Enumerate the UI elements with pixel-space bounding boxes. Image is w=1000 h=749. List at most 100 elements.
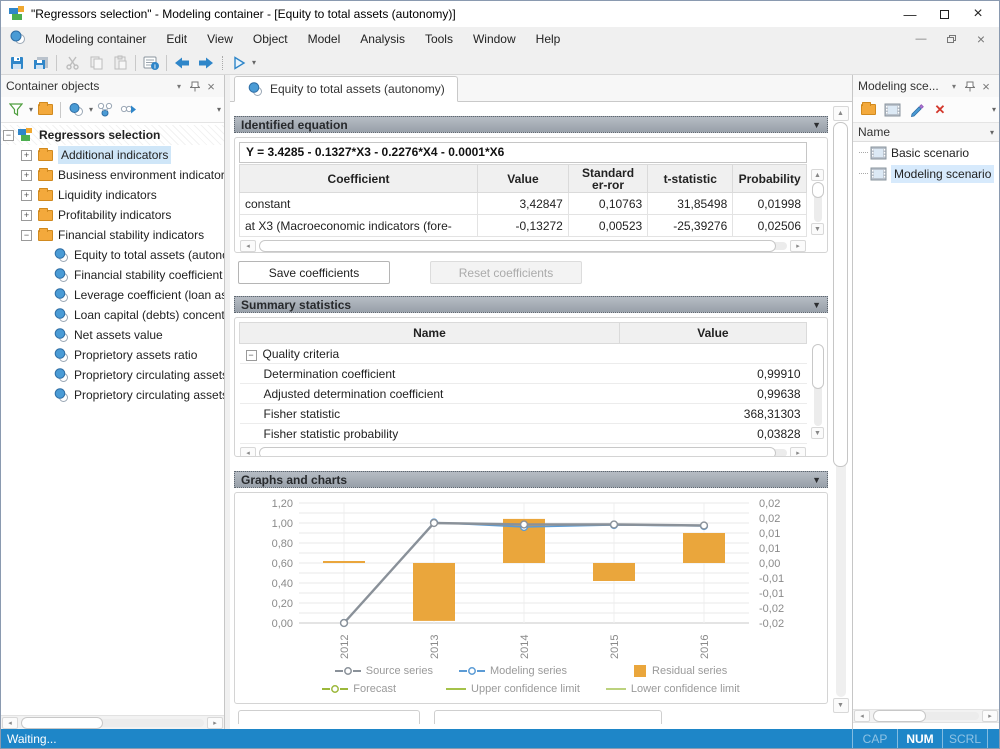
col-value[interactable]: Value bbox=[477, 164, 569, 193]
scroll-right-icon[interactable]: ▸ bbox=[207, 716, 223, 729]
menu-view[interactable]: View bbox=[207, 32, 233, 46]
summary-hscrollbar[interactable]: ◂ ▸ bbox=[239, 446, 807, 456]
coefficients-vscrollbar[interactable]: ▲ ▼ bbox=[811, 169, 824, 235]
scenario-item-basic[interactable]: Basic scenario bbox=[853, 142, 999, 163]
group-row[interactable]: − Quality criteria bbox=[239, 343, 807, 364]
scroll-right-icon[interactable]: ▸ bbox=[790, 446, 806, 456]
edit-scenario-icon[interactable] bbox=[904, 99, 928, 121]
scroll-down-icon[interactable]: ▼ bbox=[832, 698, 849, 713]
table-row[interactable]: Determination coefficient 0,99910 bbox=[239, 363, 807, 384]
identified-equation-header[interactable]: Identified equation ▼ bbox=[234, 116, 828, 133]
col-t-statistic[interactable]: t-statistic bbox=[647, 164, 734, 193]
save-all-icon[interactable] bbox=[29, 52, 53, 74]
filter-icon[interactable] bbox=[4, 99, 28, 121]
menu-object[interactable]: Object bbox=[252, 32, 288, 46]
graphs-and-charts-header[interactable]: Graphs and charts ▼ bbox=[234, 471, 828, 488]
toolbar-overflow-icon[interactable]: ▾ bbox=[991, 105, 996, 114]
expand-icon[interactable]: + bbox=[21, 209, 32, 221]
pin-icon[interactable] bbox=[962, 78, 978, 94]
filter-dropdown-icon[interactable]: ▾ bbox=[29, 105, 34, 114]
expand-icon[interactable]: + bbox=[21, 149, 32, 161]
panel-close-icon[interactable]: × bbox=[982, 78, 990, 94]
mdi-close-icon[interactable]: × bbox=[976, 31, 986, 47]
maximize-icon[interactable] bbox=[927, 3, 961, 25]
tree-model-item[interactable]: Proprietory circulating assets bbox=[1, 365, 224, 385]
run-dropdown-icon[interactable]: ▾ bbox=[252, 58, 257, 67]
scenario-name-column-header[interactable]: Name ▾ bbox=[853, 123, 999, 142]
scenario-item-modeling[interactable]: Modeling scenario bbox=[853, 163, 999, 184]
tree-folder[interactable]: − Financial stability indicators bbox=[1, 225, 224, 245]
col-coefficient[interactable]: Coefficient bbox=[238, 164, 479, 193]
scroll-left-icon[interactable]: ◂ bbox=[2, 716, 18, 729]
tab-equity-to-total-assets[interactable]: Equity to total assets (autonomy) bbox=[234, 76, 458, 102]
pin-icon[interactable] bbox=[187, 78, 203, 94]
legend-source-series[interactable]: Source series bbox=[334, 665, 433, 677]
scroll-down-icon[interactable]: ▼ bbox=[811, 223, 824, 235]
collapse-section-icon[interactable]: ▼ bbox=[812, 474, 821, 485]
clipped-button[interactable] bbox=[238, 710, 420, 724]
expand-icon[interactable]: + bbox=[21, 169, 32, 181]
create-folder-icon[interactable] bbox=[33, 99, 57, 121]
menu-tools[interactable]: Tools bbox=[424, 32, 453, 46]
col-name[interactable]: Name bbox=[239, 322, 620, 344]
menu-window[interactable]: Window bbox=[472, 32, 516, 46]
expand-icon[interactable]: + bbox=[21, 189, 32, 201]
table-row[interactable]: at X3 (Macroeconomic indicators (fore- -… bbox=[238, 214, 807, 237]
tree-model-item[interactable]: Proprietory circulating assets bbox=[1, 385, 224, 405]
back-icon[interactable] bbox=[170, 52, 194, 74]
table-row[interactable]: Fisher statistic probability 0,03828 bbox=[239, 423, 807, 444]
legend-residual-series[interactable]: Residual series bbox=[633, 664, 727, 678]
tree-model-item[interactable]: Net assets value bbox=[1, 325, 224, 345]
mdi-minimize-icon[interactable]: — bbox=[915, 33, 927, 45]
col-probability[interactable]: Probability bbox=[732, 164, 807, 193]
legend-forecast[interactable]: Forecast bbox=[322, 683, 396, 695]
table-row[interactable]: Adjusted determination coefficient 0,996… bbox=[239, 383, 807, 404]
col-standard-error[interactable]: Standard er-ror bbox=[567, 164, 649, 193]
table-row[interactable]: Fisher statistic 368,31303 bbox=[239, 403, 807, 424]
panel-menu-icon[interactable]: ▾ bbox=[951, 81, 956, 91]
table-row[interactable]: constant 3,42847 0,10763 31,85498 0,0199… bbox=[238, 192, 807, 215]
mdi-restore-icon[interactable] bbox=[943, 31, 959, 47]
scroll-up-icon[interactable]: ▲ bbox=[832, 106, 849, 121]
tree-model-item[interactable]: Leverage coefficient (loan ass bbox=[1, 285, 224, 305]
menu-edit[interactable]: Edit bbox=[166, 32, 188, 46]
tree-model-item[interactable]: Equity to total assets (autono bbox=[1, 245, 224, 265]
tree-root[interactable]: − Regressors selection bbox=[1, 125, 224, 145]
scroll-up-icon[interactable]: ▲ bbox=[811, 169, 824, 181]
scroll-left-icon[interactable]: ◂ bbox=[240, 446, 256, 456]
create-model-icon[interactable] bbox=[64, 99, 88, 121]
minimize-icon[interactable]: — bbox=[903, 6, 917, 22]
scroll-right-icon[interactable]: ▸ bbox=[790, 239, 806, 252]
column-dropdown-icon[interactable]: ▾ bbox=[989, 127, 994, 137]
run-calculation-icon[interactable] bbox=[227, 52, 251, 74]
coefficients-hscrollbar[interactable]: ◂ ▸ bbox=[239, 239, 807, 252]
menu-modeling-container[interactable]: Modeling container bbox=[45, 32, 147, 46]
col-value[interactable]: Value bbox=[618, 322, 808, 344]
right-panel-hscrollbar[interactable]: ◂ ▸ bbox=[853, 709, 999, 723]
create-scenario-icon[interactable] bbox=[880, 99, 904, 121]
collapse-section-icon[interactable]: ▼ bbox=[812, 299, 821, 310]
create-metamodel-icon[interactable] bbox=[93, 99, 117, 121]
save-icon[interactable] bbox=[5, 52, 29, 74]
clipped-button[interactable] bbox=[434, 710, 662, 724]
collapse-icon[interactable]: − bbox=[21, 229, 32, 241]
forward-icon[interactable] bbox=[194, 52, 218, 74]
scroll-right-icon[interactable]: ▸ bbox=[982, 710, 998, 722]
tree-folder[interactable]: + Additional indicators bbox=[1, 145, 224, 165]
legend-modeling-series[interactable]: Modeling series bbox=[459, 665, 567, 677]
tree-model-item[interactable]: Loan capital (debts) concentr bbox=[1, 305, 224, 325]
tree-model-item[interactable]: Proprietory assets ratio bbox=[1, 345, 224, 365]
toolbar-overflow-icon[interactable]: ▾ bbox=[216, 105, 221, 114]
collapse-group-icon[interactable]: − bbox=[245, 349, 257, 361]
panel-close-icon[interactable]: × bbox=[207, 78, 215, 94]
scroll-down-icon[interactable]: ▼ bbox=[811, 427, 824, 439]
menu-model[interactable]: Model bbox=[307, 32, 341, 46]
object-properties-icon[interactable]: i bbox=[139, 52, 163, 74]
legend-upper-confidence[interactable]: Upper confidence limit bbox=[446, 683, 580, 695]
panel-menu-icon[interactable]: ▾ bbox=[176, 81, 181, 91]
left-panel-hscrollbar[interactable]: ◂ ▸ bbox=[1, 715, 224, 729]
collapse-section-icon[interactable]: ▼ bbox=[812, 119, 821, 130]
system-menu-icon[interactable] bbox=[9, 30, 27, 49]
scroll-left-icon[interactable]: ◂ bbox=[854, 710, 870, 722]
summary-vscrollbar[interactable]: ▼ bbox=[811, 343, 824, 439]
